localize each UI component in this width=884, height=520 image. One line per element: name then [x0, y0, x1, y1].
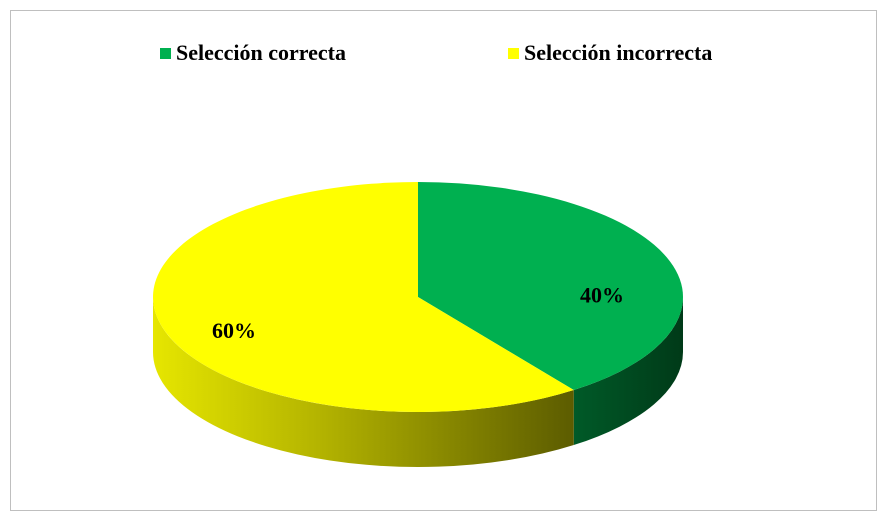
legend-label: Selección correcta — [176, 40, 346, 65]
slice-side — [573, 297, 683, 446]
data-label: 40% — [580, 282, 624, 307]
data-label: 60% — [212, 318, 256, 343]
slice — [153, 182, 574, 412]
legend-swatch — [160, 48, 171, 59]
slice — [418, 182, 684, 391]
legend-swatch — [508, 48, 519, 59]
legend-label: Selección incorrecta — [524, 40, 712, 65]
slice-side — [153, 297, 574, 468]
